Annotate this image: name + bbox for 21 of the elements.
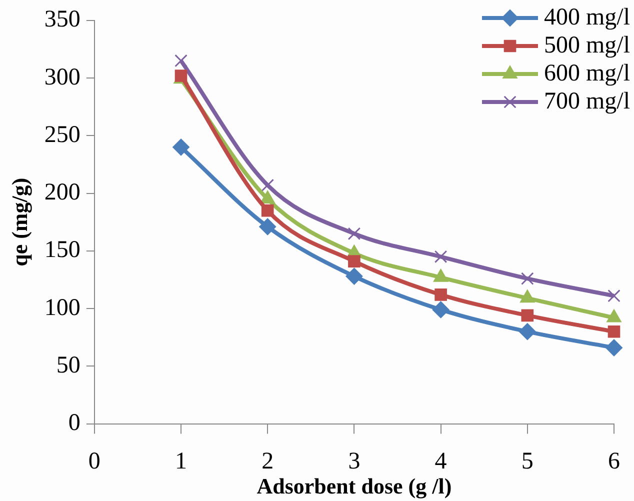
- x-tick-label: 0: [88, 448, 100, 474]
- x-axis-title: Adsorbent dose (g /l): [256, 473, 452, 498]
- x-tick-label: 2: [262, 448, 274, 474]
- y-tick-label: 100: [44, 294, 80, 321]
- y-tick-label: 50: [56, 352, 80, 378]
- y-axis-title: qe (mg/g): [6, 178, 32, 266]
- legend-label: 600 mg/l: [544, 60, 630, 86]
- x-tick-label: 4: [434, 448, 447, 474]
- y-tick-label: 150: [44, 237, 80, 264]
- y-tick-label: 350: [44, 6, 80, 33]
- legend-label: 500 mg/l: [544, 32, 630, 58]
- x-tick-label: 5: [521, 448, 534, 474]
- y-tick-label: 0: [68, 410, 80, 436]
- x-tick-label: 3: [348, 448, 360, 474]
- x-tick-label: 6: [608, 448, 620, 474]
- legend-label: 700 mg/l: [544, 88, 630, 114]
- y-tick-label: 250: [44, 122, 80, 148]
- legend-label: 400 mg/l: [544, 4, 630, 30]
- y-tick-label: 200: [44, 180, 80, 206]
- x-tick-label: 1: [175, 448, 187, 474]
- y-tick-label: 300: [44, 64, 80, 90]
